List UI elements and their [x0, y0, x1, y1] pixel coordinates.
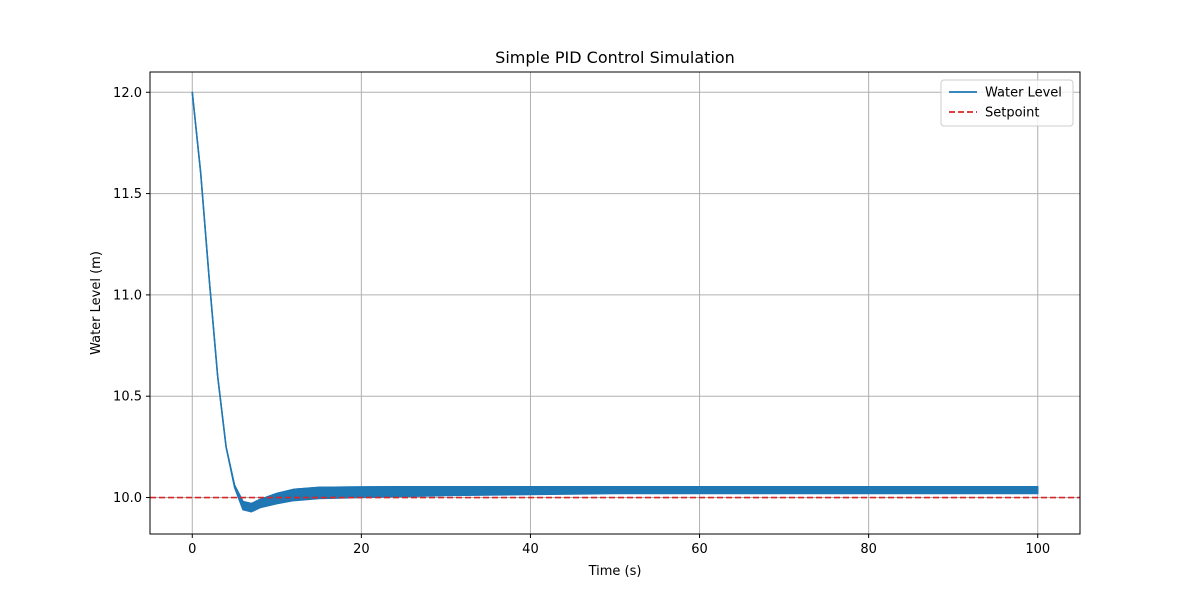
x-tick-label: 100: [1025, 542, 1050, 557]
y-tick-label: 12.0: [113, 86, 142, 101]
plot-area-frame: [149, 71, 1081, 535]
y-tick-label: 10.5: [113, 390, 142, 405]
y-tick-label: 10.0: [113, 491, 142, 506]
axis-ticks: 0 20 40 60 80 100 10.0 10.5 11.0 11.5 12.0: [113, 86, 1050, 557]
legend: Water Level Setpoint: [940, 79, 1074, 127]
x-axis-label: Time (s): [588, 564, 642, 579]
series-water-level-line: [191, 92, 1038, 505]
legend-label-water-level: Water Level: [985, 86, 1062, 101]
x-tick-label: 40: [522, 542, 539, 557]
x-tick-label: 20: [353, 542, 370, 557]
chart-title: Simple PID Control Simulation: [495, 48, 735, 67]
y-axis-label: Water Level (m): [89, 251, 104, 355]
y-tick-label: 11.5: [113, 187, 142, 202]
x-tick-label: 0: [188, 542, 196, 557]
x-tick-label: 80: [860, 542, 877, 557]
series-layer: [150, 91, 1080, 513]
y-tick-label: 11.0: [113, 288, 142, 303]
legend-label-setpoint: Setpoint: [985, 106, 1040, 121]
x-tick-label: 60: [691, 542, 708, 557]
